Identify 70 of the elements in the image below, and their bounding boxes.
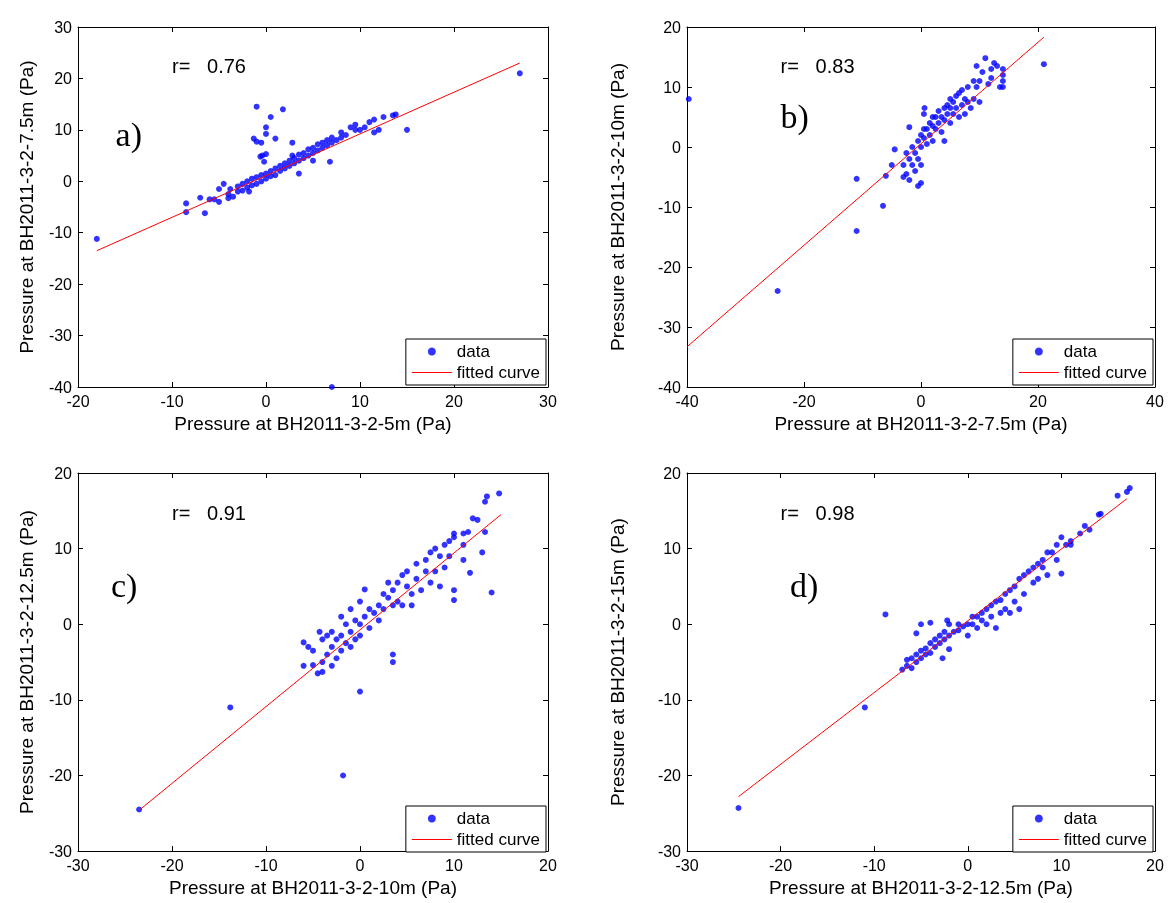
legend-label: fitted curve — [456, 830, 541, 849]
y-tick-label: 10 — [54, 121, 73, 139]
y-tick-label: -40 — [48, 378, 73, 396]
annotation: r= 0.83 — [780, 54, 855, 77]
x-tick-label: 0 — [355, 856, 365, 874]
x-tick-label: -10 — [254, 856, 278, 874]
y-tick-label: -10 — [48, 691, 73, 709]
x-tick-label: 30 — [539, 392, 557, 410]
y-tick-label: -10 — [48, 224, 73, 242]
x-tick-label: 0 — [916, 392, 926, 410]
legend-label: fitted curve — [1063, 830, 1148, 849]
x-tick-label: 10 — [445, 856, 463, 874]
y-tick-label: 10 — [663, 78, 682, 96]
x-tick-label: 0 — [963, 856, 973, 874]
y-tick-label: 0 — [672, 138, 682, 156]
x-tick-label: -20 — [160, 856, 184, 874]
x-tick-label: 20 — [445, 392, 463, 410]
y-tick-label: -20 — [48, 766, 73, 784]
y-tick-label: -20 — [657, 258, 682, 276]
legend-label: data — [1063, 809, 1098, 828]
x-tick-label: -10 — [160, 392, 184, 410]
y-axis-title: Pressure at BH2011-3-2-15m (Pa) — [607, 518, 628, 807]
annotation: d) — [789, 566, 819, 605]
x-axis-title: Pressure at BH2011-3-2-10m (Pa) — [169, 877, 457, 898]
annotation: r= 0.91 — [172, 502, 246, 525]
legend-label: fitted curve — [456, 363, 541, 382]
legend-label: data — [456, 342, 491, 361]
annotation: r= 0.76 — [172, 54, 246, 77]
annotation: c) — [110, 566, 138, 605]
y-tick-label: -30 — [48, 327, 73, 345]
y-tick-label: -20 — [48, 275, 73, 293]
x-tick-label: 40 — [1146, 392, 1164, 410]
legend-label: data — [1063, 342, 1098, 361]
y-tick-label: 0 — [63, 615, 73, 633]
y-tick-label: -30 — [48, 842, 73, 860]
x-axis-title: Pressure at BH2011-3-2-12.5m (Pa) — [769, 877, 1073, 898]
y-tick-label: -30 — [657, 842, 682, 860]
y-tick-label: -10 — [657, 198, 682, 216]
y-tick-label: 10 — [54, 540, 73, 558]
y-tick-label: 10 — [663, 540, 682, 558]
y-tick-label: 20 — [54, 69, 73, 87]
x-tick-label: 10 — [351, 392, 369, 410]
x-tick-label: 20 — [1029, 392, 1047, 410]
x-tick-label: 0 — [261, 392, 271, 410]
x-tick-label: 20 — [539, 856, 557, 874]
legend-label: data — [456, 809, 491, 828]
x-axis-title: Pressure at BH2011-3-2-7.5m (Pa) — [774, 412, 1068, 434]
x-tick-label: 10 — [1052, 856, 1071, 874]
y-tick-label: -20 — [657, 766, 682, 784]
x-axis-title: Pressure at BH2011-3-2-5m (Pa) — [174, 412, 452, 434]
y-tick-label: -40 — [657, 378, 682, 396]
x-tick-label: 20 — [1146, 856, 1164, 874]
annotation: r= 0.98 — [780, 502, 855, 525]
y-axis-title: Pressure at BH2011-3-2-10m (Pa) — [607, 63, 628, 351]
y-tick-label: -30 — [657, 318, 682, 336]
x-tick-label: -20 — [792, 392, 816, 410]
x-tick-label: -10 — [862, 856, 886, 874]
legend-label: fitted curve — [1063, 363, 1148, 382]
y-tick-label: 30 — [54, 18, 73, 36]
y-tick-label: 0 — [672, 615, 682, 633]
annotation: b) — [780, 97, 809, 136]
y-tick-label: 20 — [663, 464, 682, 482]
y-tick-label: -10 — [657, 691, 682, 709]
y-tick-label: 0 — [63, 172, 73, 190]
y-axis-title: Pressure at BH2011-3-2-7.5m (Pa) — [16, 60, 37, 354]
y-tick-label: 20 — [54, 464, 73, 482]
y-tick-label: 20 — [663, 18, 682, 36]
y-axis-title: Pressure at BH2011-3-2-12.5m (Pa) — [16, 510, 37, 814]
annotation: a) — [115, 115, 143, 154]
x-tick-label: -20 — [769, 856, 793, 874]
